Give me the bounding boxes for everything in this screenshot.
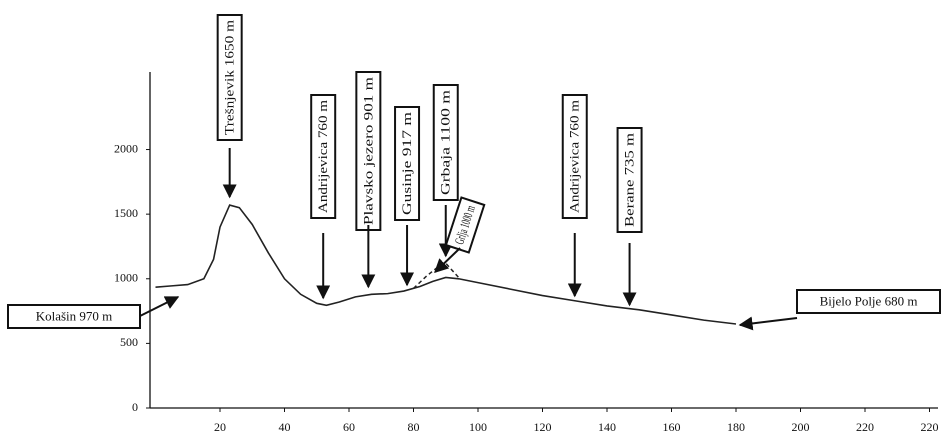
y-tick-label: 500	[120, 335, 138, 349]
annotation: Gusinje 917 m	[394, 106, 421, 221]
x-tick-label: 220	[921, 420, 939, 434]
annotation: Plavsko jezero 901 m	[355, 71, 382, 231]
y-tick-label: 0	[132, 400, 138, 414]
end-label-box	[796, 289, 941, 314]
alt-route-line	[412, 262, 460, 290]
x-tick-label: 200	[792, 420, 810, 434]
x-tick-label: 220	[856, 420, 874, 434]
x-tick-label: 180	[727, 420, 745, 434]
y-tick-label: 1500	[114, 206, 138, 220]
annotation-label: Gusinje 917 m	[399, 112, 414, 215]
end-label: Kolašin 970 m	[36, 308, 113, 323]
annotation-label: Trešnjevik 1650 m	[222, 20, 237, 135]
y-tick-label: 1000	[114, 271, 138, 285]
end-label: Bijelo Polje 680 m	[820, 293, 918, 308]
x-tick-label: 80	[408, 420, 420, 434]
annotation-box	[310, 94, 337, 219]
x-tick-label: 40	[279, 420, 291, 434]
x-tick-label: 20	[214, 420, 226, 434]
annotation-box	[561, 94, 588, 219]
annotation-label: Grbaja 1100 m	[438, 90, 453, 195]
annotation-box	[216, 14, 243, 141]
elevation-line	[155, 204, 737, 325]
annotation-box	[444, 196, 486, 254]
x-tick-label: 140	[598, 420, 616, 434]
x-tick-label: 60	[343, 420, 355, 434]
x-tick-label: 160	[663, 420, 681, 434]
annotation-box	[432, 84, 459, 201]
y-tick-label: 2000	[114, 141, 138, 155]
annotation: Grbaja 1100 m	[432, 84, 459, 201]
x-tick-label: 120	[534, 420, 552, 434]
annotation-label: Andrijevica 760 m	[567, 100, 582, 213]
annotation: Berane 735 m	[616, 127, 643, 233]
annotation: Grlja 1000 m	[444, 196, 486, 254]
annotation-label: Plavsko jezero 901 m	[360, 77, 375, 225]
annotation-arrow	[434, 247, 461, 273]
annotation: Andrijevica 760 m	[561, 94, 588, 219]
end-label-box	[7, 304, 141, 329]
annotation-label: Berane 735 m	[622, 133, 637, 227]
end-label-arrow	[139, 296, 180, 317]
end-label-arrow	[738, 316, 798, 331]
annotation-box	[616, 127, 643, 233]
annotation: Trešnjevik 1650 m	[216, 14, 243, 141]
x-tick-label: 100	[469, 420, 487, 434]
annotation: Andrijevica 760 m	[310, 94, 337, 219]
annotation-label: Andrijevica 760 m	[315, 100, 330, 213]
annotation-box	[394, 106, 421, 221]
